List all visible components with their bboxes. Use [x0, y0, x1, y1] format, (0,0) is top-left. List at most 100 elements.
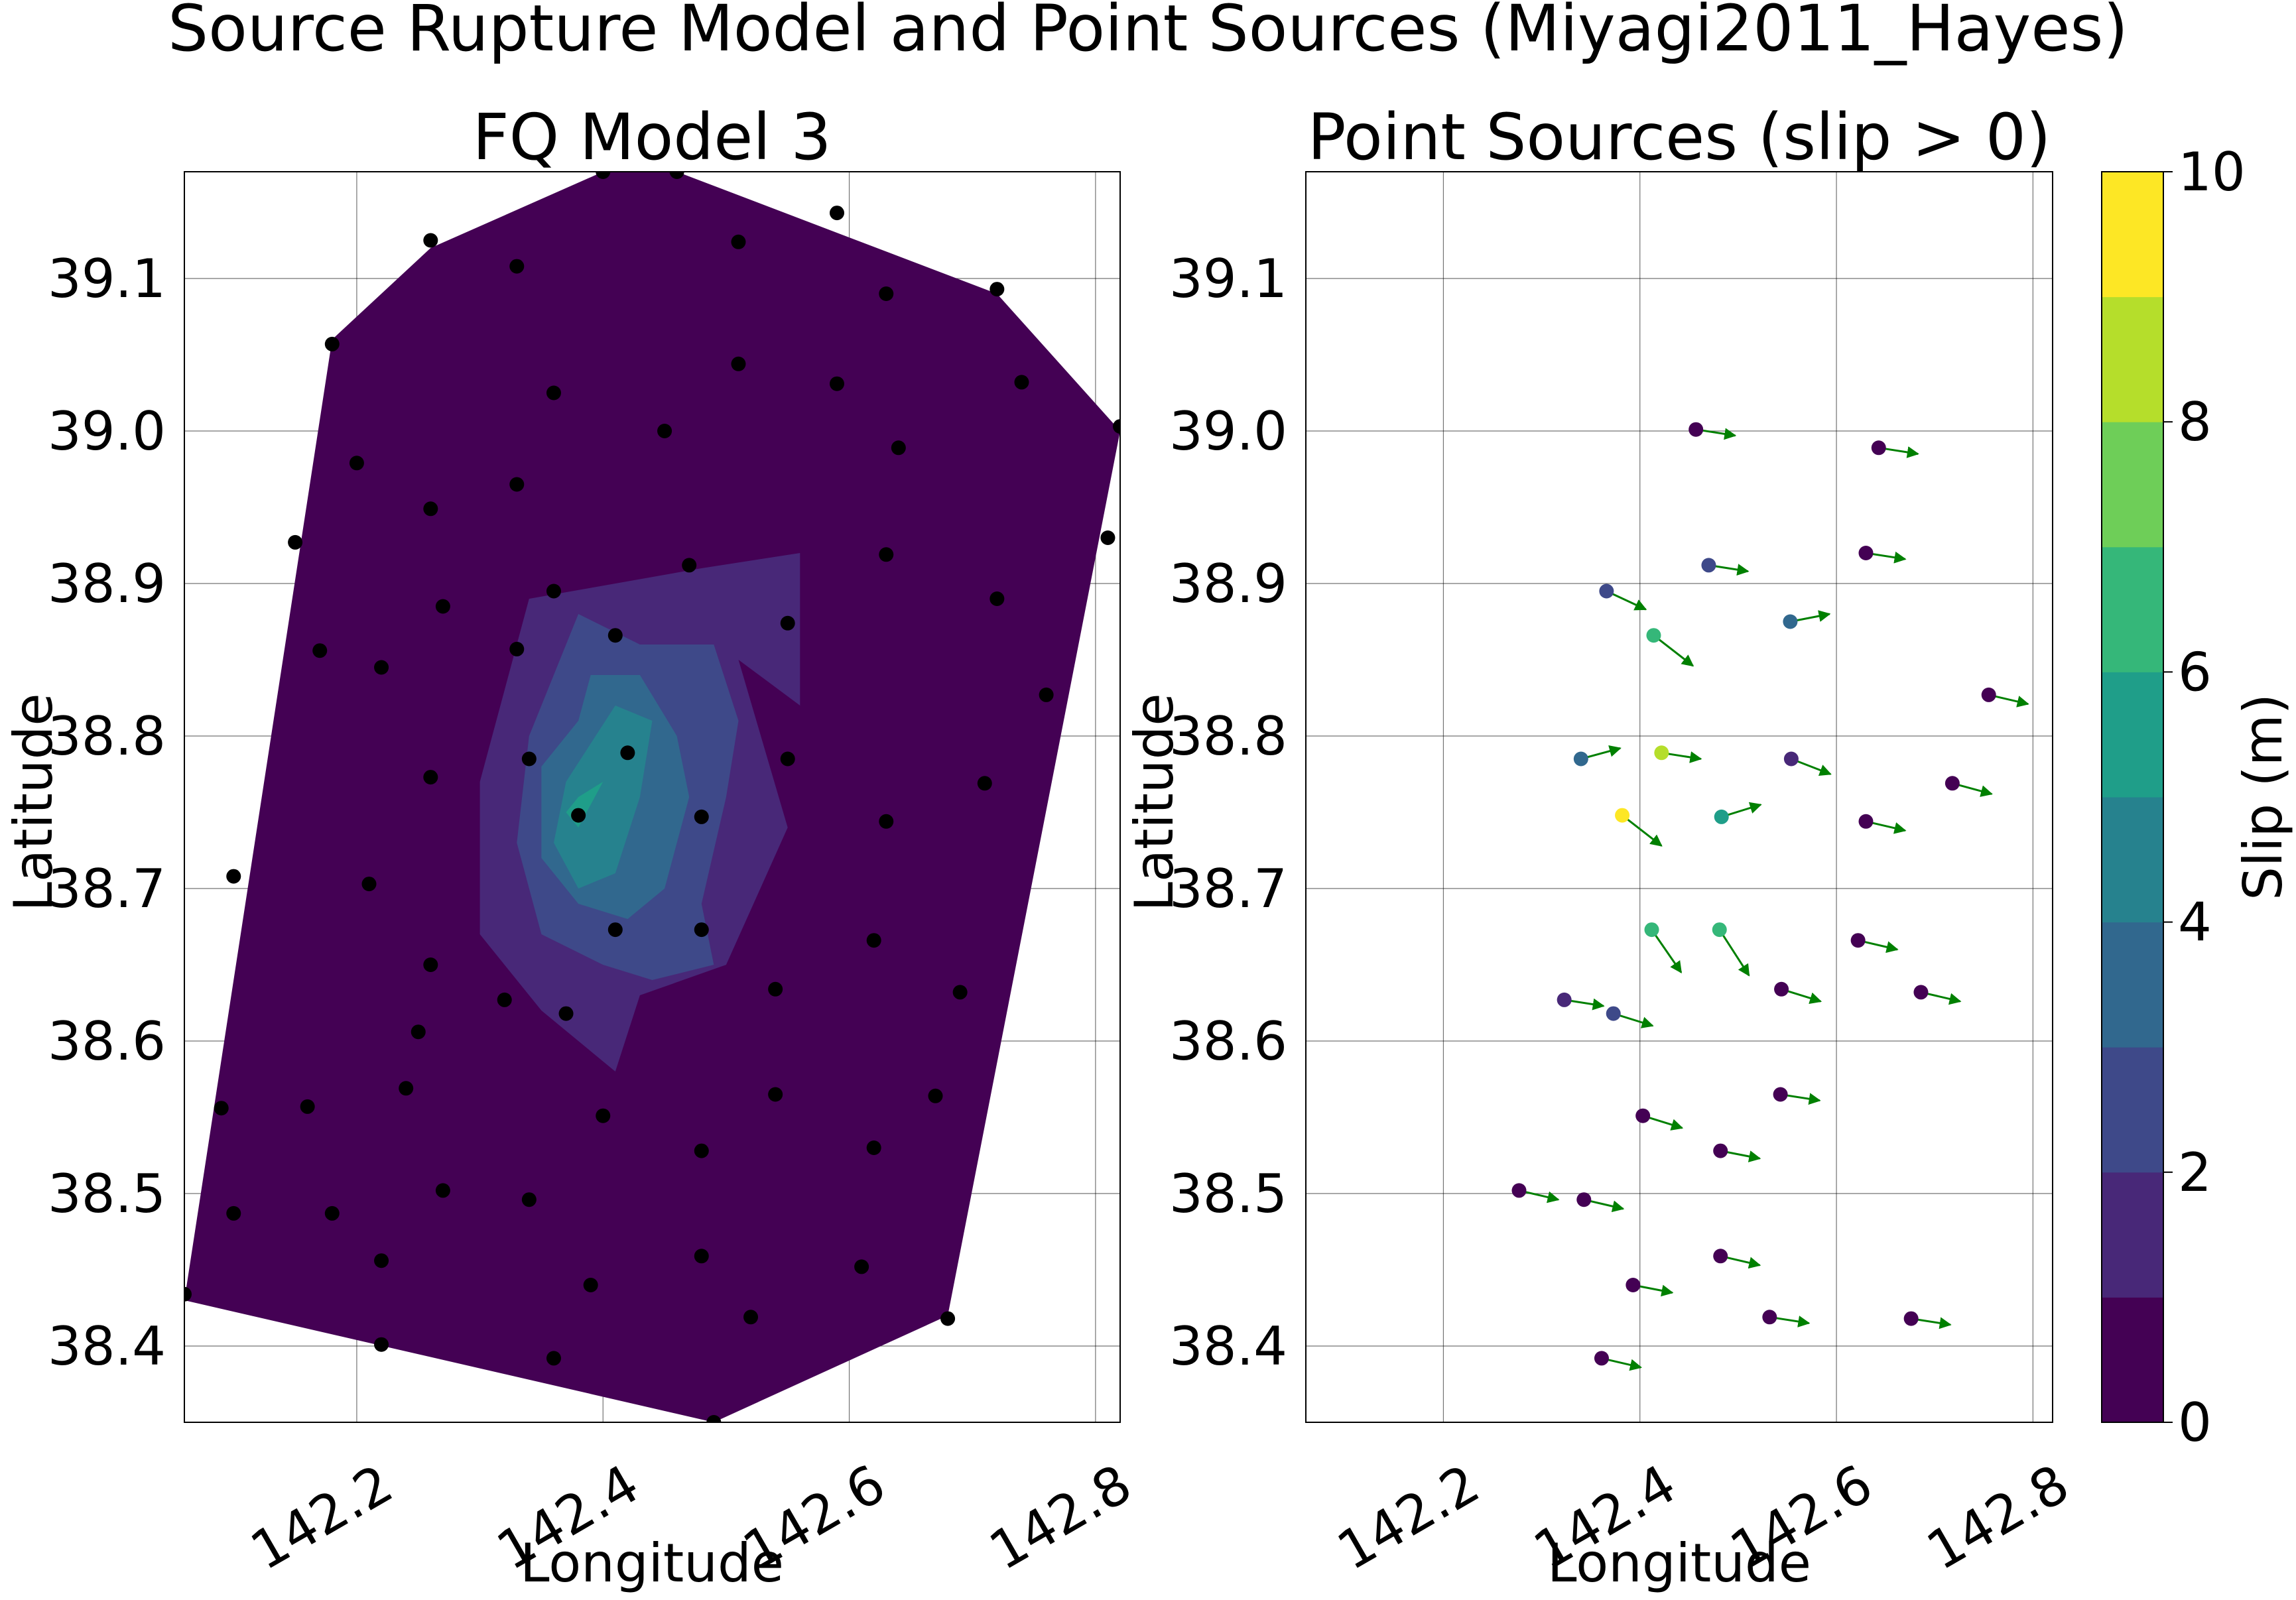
- subfault-marker: [596, 1108, 611, 1123]
- subfault-marker: [928, 1088, 943, 1103]
- colorbar-tick-label: 10: [2178, 141, 2246, 203]
- subfault-marker: [435, 1183, 450, 1198]
- subfault-marker: [583, 1278, 598, 1292]
- xtick-label: 142.2: [1327, 1453, 1490, 1582]
- ytick-label: 38.4: [1169, 1316, 1287, 1377]
- panel2-title: Point Sources (slip > 0): [1308, 100, 2051, 174]
- subfault-marker: [411, 1024, 426, 1040]
- subfault-marker: [546, 385, 561, 400]
- subfault-marker: [374, 660, 389, 675]
- point-source: [1712, 922, 1727, 938]
- colorbar-band: [2102, 797, 2163, 923]
- panel1-subfault-markers: [184, 172, 1120, 1422]
- point-source: [1858, 814, 1874, 829]
- subfault-marker: [596, 172, 611, 179]
- subfault-marker: [989, 591, 1005, 606]
- ytick-label: 38.6: [1169, 1011, 1287, 1072]
- subfault-marker: [509, 641, 525, 656]
- subfault-marker: [423, 501, 438, 517]
- subfault-marker: [324, 336, 340, 351]
- figure-suptitle: Source Rupture Model and Point Sources (…: [168, 0, 2128, 66]
- subfault-marker: [1039, 687, 1054, 702]
- subfault-marker: [435, 599, 450, 614]
- point-source: [1713, 1143, 1728, 1158]
- subfault-marker: [226, 869, 241, 884]
- slip-arrow: [1718, 929, 1750, 977]
- colorbar-tick-labels: 0 2 4 6 8 10: [2163, 141, 2246, 1453]
- subfault-marker: [731, 234, 746, 249]
- subfault-marker: [521, 751, 537, 767]
- colorbar-tick-label: 2: [2178, 1142, 2212, 1203]
- point-source: [1511, 1183, 1527, 1198]
- subfault-marker: [214, 1101, 229, 1116]
- subfault-marker: [706, 1415, 722, 1422]
- panel2-point-sources: [1511, 422, 1996, 1366]
- subfault-marker: [669, 172, 684, 179]
- subfault-marker: [1014, 375, 1029, 390]
- point-source: [1713, 1249, 1728, 1264]
- subfault-marker: [1100, 530, 1116, 545]
- subfault-marker: [694, 1143, 709, 1158]
- subfault-marker: [571, 808, 586, 823]
- ytick-label: 39.0: [48, 400, 166, 462]
- ytick-label: 38.8: [1169, 706, 1287, 767]
- ytick-label: 38.9: [1169, 553, 1287, 615]
- point-source: [1701, 558, 1716, 573]
- subfault-marker: [423, 770, 438, 785]
- colorbar-band: [2102, 1297, 2163, 1423]
- subfault-marker: [509, 477, 525, 492]
- subfault-marker: [891, 440, 906, 456]
- point-source: [1654, 745, 1669, 761]
- panel1-frame: [184, 171, 1121, 1423]
- colorbar-band: [2102, 1172, 2163, 1298]
- panel2-ylabel: Latitude: [1123, 693, 1185, 911]
- point-source: [1594, 1351, 1609, 1366]
- ytick-label: 38.5: [1169, 1163, 1287, 1225]
- subfault-marker: [694, 922, 709, 938]
- colorbar-tick-label: 0: [2178, 1392, 2212, 1453]
- subfault-marker: [780, 751, 795, 767]
- ytick-label: 39.1: [1169, 248, 1287, 310]
- panel1-ylabel: Latitude: [3, 693, 64, 911]
- colorbar-label: Slip (m): [2232, 694, 2294, 900]
- subfault-marker: [399, 1081, 414, 1096]
- subfault-marker: [312, 643, 328, 658]
- point-source: [1762, 1310, 1777, 1325]
- subfault-marker: [829, 206, 844, 221]
- subfault-marker: [866, 933, 881, 948]
- subfault-marker: [607, 922, 623, 938]
- point-source: [1858, 546, 1874, 560]
- subfault-marker: [657, 424, 672, 438]
- point-source: [1576, 1192, 1592, 1207]
- point-source: [1945, 776, 1960, 791]
- subfault-marker: [300, 1099, 315, 1114]
- subfault-marker: [521, 1192, 537, 1207]
- colorbar-tick-label: 8: [2178, 391, 2212, 453]
- subfault-marker: [184, 1286, 192, 1302]
- subfault-marker: [952, 985, 968, 1000]
- subfault-marker: [509, 259, 525, 274]
- panel2-ytick-labels: 38.4 38.5 38.6 38.7 38.8 38.9 39.0 39.1: [1169, 248, 1287, 1377]
- point-source: [1714, 809, 1729, 824]
- subfault-marker: [768, 981, 783, 997]
- subfault-marker: [694, 809, 709, 824]
- subfault-marker: [879, 547, 894, 562]
- point-source: [1773, 1087, 1788, 1102]
- ytick-label: 38.7: [48, 858, 166, 920]
- point-source: [1981, 687, 1996, 702]
- subfault-marker: [546, 1351, 561, 1366]
- colorbar-frame: [2101, 171, 2164, 1423]
- colorbar-band: [2102, 422, 2163, 548]
- colorbar-band: [2102, 672, 2163, 798]
- subfault-marker: [743, 1310, 759, 1325]
- panel2-frame: [1305, 171, 2053, 1423]
- panel1-xlabel: Longitude: [520, 1532, 784, 1594]
- point-source: [1850, 933, 1866, 948]
- subfault-marker: [768, 1087, 783, 1102]
- point-source: [1635, 1108, 1651, 1123]
- point-source: [1606, 1006, 1621, 1021]
- ytick-label: 38.7: [1169, 858, 1287, 920]
- panel2-grid: [1306, 172, 2053, 1422]
- subfault-marker: [866, 1140, 881, 1155]
- ytick-label: 39.1: [48, 248, 166, 310]
